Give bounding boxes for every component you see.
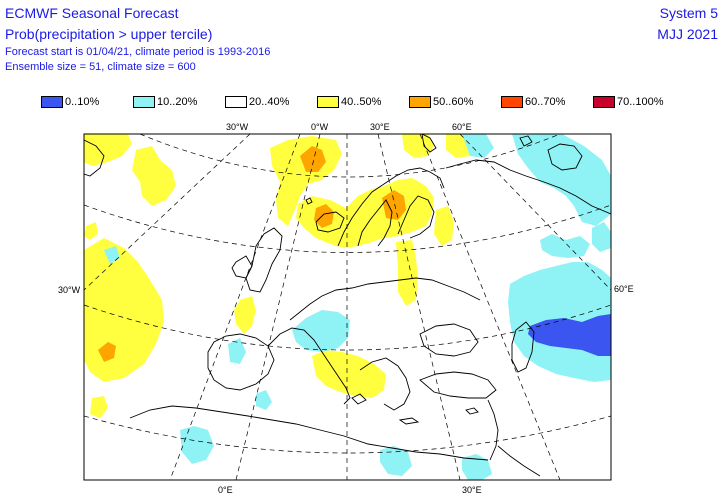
coast-finland [397, 195, 435, 239]
legend-swatch [593, 96, 615, 108]
coast-islands-arctic [519, 135, 533, 147]
coast-europe-north [289, 277, 481, 321]
meridian-15w [169, 134, 301, 480]
coast-faroe [305, 197, 313, 205]
graticule-label-top-0w: 0°W [311, 122, 329, 132]
forecast-title: ECMWF Seasonal Forecast [5, 5, 179, 21]
coast-iceland [315, 211, 345, 233]
graticule-label-top-60e: 60°E [452, 122, 472, 132]
legend-label: 70..100% [617, 96, 664, 108]
coast-svalbard [421, 134, 437, 153]
shade-atlantic-south [90, 396, 108, 418]
forecast-subtitle: Prob(precipitation > upper tercile) [5, 26, 213, 42]
coast-black-sea [419, 323, 479, 357]
graticule-label-bottom-0e: 0°E [218, 485, 233, 495]
ensemble-info: Ensemble size = 51, climate size = 600 [5, 61, 196, 73]
legend-swatch [41, 96, 63, 108]
shade-svalbard [402, 134, 434, 158]
legend-label: 10..20% [157, 96, 198, 108]
shade-barents [512, 134, 611, 226]
legend-label: 0..10% [65, 96, 100, 108]
graticule-label-right-60e: 60°E [614, 284, 634, 294]
shade-baltic-south [396, 240, 418, 306]
graticule-label-left-30w: 30°W [58, 285, 81, 295]
coast-novaya-zemlya [547, 143, 583, 171]
coast-russia-north [445, 159, 611, 215]
shade-atlantic-peak [98, 342, 116, 362]
coast-norway [337, 167, 445, 247]
coastlines [84, 134, 611, 477]
legend-swatch [225, 96, 247, 108]
shade-greenland-coast [84, 222, 98, 240]
period-label: MJJ 2021 [657, 26, 718, 42]
forecast-start-info: Forecast start is 01/04/21, climate peri… [5, 46, 271, 58]
coast-ireland [231, 255, 253, 279]
shade-norway-peak [314, 204, 334, 228]
legend-swatch [409, 96, 431, 108]
map-frame [83, 133, 612, 481]
parallel-60n [84, 204, 611, 253]
shade-kara-sea [592, 222, 611, 252]
coast-arabia [497, 445, 541, 477]
graticule [84, 134, 611, 480]
shade-north-africa [180, 426, 214, 464]
coast-north-africa [129, 405, 489, 461]
graticule-label-bottom-30e: 30°E [462, 485, 482, 495]
shade-central-europe [312, 350, 386, 398]
coast-balkans [359, 357, 411, 411]
graticule-label-top-30w: 30°W [226, 122, 249, 132]
legend-label: 50..60% [433, 96, 474, 108]
shade-mediterranean-west [292, 310, 350, 352]
coast-turkey [419, 371, 497, 399]
coast-sicily [351, 393, 367, 405]
shade-ukraine [434, 206, 454, 246]
blue-shading [528, 314, 611, 356]
meridian-30w [84, 134, 251, 291]
legend-label: 60..70% [525, 96, 566, 108]
shade-greece-coast [256, 390, 272, 410]
coast-crete [398, 417, 420, 425]
shade-libya [380, 446, 412, 476]
shade-iberia-offshore [234, 296, 256, 334]
shade-caspian-dry [528, 314, 611, 356]
graticule-label-top-30e: 30°E [370, 122, 390, 132]
coast-cyprus [465, 407, 479, 415]
legend-label: 20..40% [249, 96, 290, 108]
shade-atlantic-iberia [228, 338, 246, 364]
parallel-70n [139, 134, 561, 178]
coast-greenland [84, 139, 105, 177]
coast-iberia [207, 333, 275, 391]
coast-sweden [357, 199, 393, 247]
probability-shading [84, 134, 611, 480]
orange-shading [98, 146, 406, 362]
shade-egypt [462, 454, 492, 480]
shade-iceland-peak [300, 146, 326, 172]
parallel-50n [84, 304, 611, 351]
shade-sweden-peak [382, 190, 406, 220]
meridian-60e [459, 134, 611, 291]
legend-swatch [501, 96, 523, 108]
legend-label: 40..50% [341, 96, 382, 108]
system-label: System 5 [659, 5, 718, 21]
parallel-40n [84, 415, 611, 454]
legend-swatch [133, 96, 155, 108]
shade-atlantic-north [132, 146, 176, 206]
shade-north-russia [540, 234, 590, 258]
coast-france-italy [267, 327, 351, 405]
coast-caspian [511, 321, 535, 373]
shade-west-siberia [462, 134, 494, 158]
shade-nw-atlantic [84, 134, 132, 166]
legend-swatch [317, 96, 339, 108]
coast-levant [487, 399, 499, 461]
